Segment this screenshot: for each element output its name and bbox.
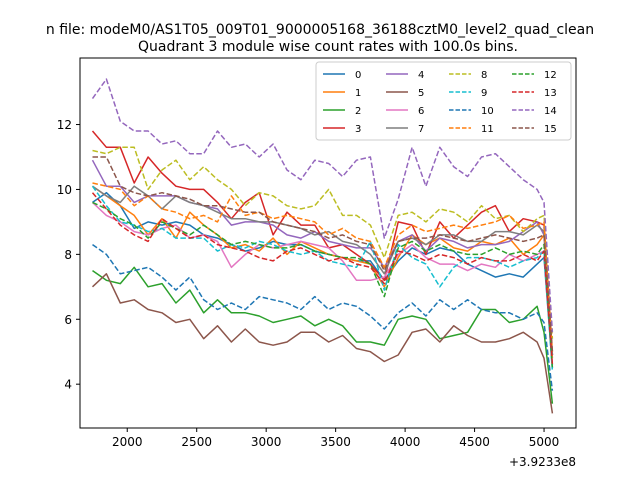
legend-label-6: 6 bbox=[418, 106, 424, 117]
series-line-8 bbox=[92, 146, 554, 339]
chart-title: Quadrant 3 module wise count rates with … bbox=[138, 39, 518, 55]
legend-label-15: 15 bbox=[544, 124, 557, 135]
legend-label-2: 2 bbox=[355, 106, 361, 117]
legend-label-12: 12 bbox=[544, 70, 557, 81]
legend-label-3: 3 bbox=[355, 124, 361, 135]
x-tick-label: 2500 bbox=[181, 435, 212, 449]
y-tick-label: 10 bbox=[57, 183, 72, 197]
legend-frame bbox=[315, 61, 572, 141]
axes-frame bbox=[79, 57, 577, 429]
legend-label-13: 13 bbox=[544, 88, 557, 99]
y-tick-label: 12 bbox=[57, 118, 72, 132]
series-line-2 bbox=[92, 266, 554, 404]
series-line-10 bbox=[92, 243, 554, 391]
legend-label-4: 4 bbox=[418, 70, 424, 81]
legend-label-7: 7 bbox=[418, 124, 424, 135]
legend-label-1: 1 bbox=[355, 88, 361, 99]
series-line-14 bbox=[91, 78, 554, 333]
series-line-9 bbox=[91, 185, 554, 372]
x-axis: 2000 2500 3000 3500 4000 4500 5000 bbox=[112, 428, 559, 449]
x-tick-label: 5000 bbox=[529, 435, 560, 449]
y-tick-label: 8 bbox=[64, 248, 72, 262]
legend-label-0: 0 bbox=[355, 70, 361, 81]
series-line-7 bbox=[92, 185, 554, 356]
series-line-5 bbox=[91, 273, 554, 414]
legend-label-9: 9 bbox=[481, 88, 487, 99]
x-tick-label: 3000 bbox=[251, 435, 282, 449]
series-line-4 bbox=[91, 159, 554, 356]
x-tick-label: 4500 bbox=[459, 435, 490, 449]
legend-label-5: 5 bbox=[418, 88, 424, 99]
chart-suptitle: n file: modeM0/AS1T05_009T01_9000005168_… bbox=[46, 22, 594, 38]
series-line-13 bbox=[91, 192, 554, 365]
legend-label-14: 14 bbox=[544, 106, 557, 117]
series-line-12 bbox=[92, 201, 554, 369]
x-tick-label: 4000 bbox=[390, 435, 421, 449]
series-line-15 bbox=[92, 156, 554, 352]
x-offset-label: +3.9233e8 bbox=[509, 455, 576, 469]
legend-label-11: 11 bbox=[481, 124, 494, 135]
x-tick-label: 3500 bbox=[320, 435, 351, 449]
series-layer bbox=[91, 78, 554, 414]
x-tick-label: 2000 bbox=[112, 435, 143, 449]
legend-label-8: 8 bbox=[481, 70, 487, 81]
legend-label-10: 10 bbox=[481, 106, 494, 117]
y-axis: 4 6 8 10 12 bbox=[57, 118, 80, 392]
series-line-11 bbox=[92, 182, 554, 352]
y-tick-label: 4 bbox=[64, 378, 72, 392]
y-tick-label: 6 bbox=[64, 313, 72, 327]
